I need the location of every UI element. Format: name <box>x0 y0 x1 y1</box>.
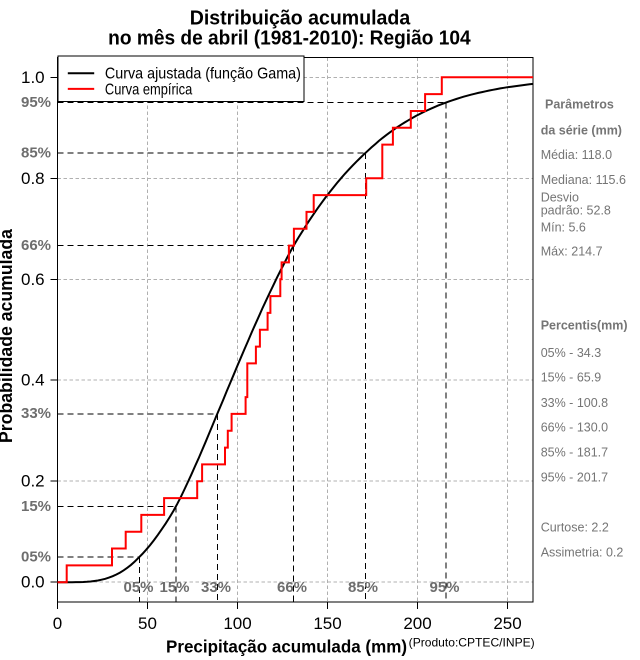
svg-text:66% - 130.0: 66% - 130.0 <box>541 421 608 435</box>
svg-text:15% - 65.9: 15% - 65.9 <box>541 371 602 385</box>
svg-text:Distribuição acumulada: Distribuição acumulada <box>190 8 411 30</box>
svg-text:150: 150 <box>313 614 341 633</box>
svg-text:0.2: 0.2 <box>21 472 45 491</box>
svg-text:(Produto:CPTEC/INPE): (Produto:CPTEC/INPE) <box>409 636 535 650</box>
svg-text:66%: 66% <box>21 237 51 254</box>
svg-text:no mês de abril (1981-2010): R: no mês de abril (1981-2010): Região 104 <box>108 28 471 50</box>
svg-text:0.4: 0.4 <box>21 371 45 390</box>
svg-text:15%: 15% <box>159 579 189 596</box>
svg-text:0.0: 0.0 <box>21 573 45 592</box>
svg-text:0.8: 0.8 <box>21 169 45 188</box>
svg-text:85% - 181.7: 85% - 181.7 <box>541 446 608 460</box>
svg-text:0: 0 <box>53 614 62 633</box>
svg-text:Curva empírica: Curva empírica <box>105 81 192 98</box>
svg-text:100: 100 <box>223 614 251 633</box>
svg-text:95% - 201.7: 95% - 201.7 <box>541 471 608 485</box>
svg-text:Precipitação acumulada (mm): Precipitação acumulada (mm) <box>166 637 407 657</box>
svg-text:Média: 118.0: Média: 118.0 <box>541 148 612 162</box>
svg-text:05%: 05% <box>123 579 153 596</box>
svg-text:200: 200 <box>403 614 431 633</box>
svg-text:Parâmetros: Parâmetros <box>545 98 614 112</box>
svg-text:33%: 33% <box>201 579 231 596</box>
svg-text:05% - 34.3: 05% - 34.3 <box>541 346 602 360</box>
svg-text:66%: 66% <box>277 579 307 596</box>
svg-text:50: 50 <box>138 614 157 633</box>
svg-text:Curva ajustada (função Gama): Curva ajustada (função Gama) <box>105 65 301 82</box>
svg-text:Probabilidade acumulada: Probabilidade acumulada <box>0 228 16 443</box>
svg-text:95%: 95% <box>21 94 51 111</box>
svg-text:15%: 15% <box>21 498 51 515</box>
svg-text:33% - 100.8: 33% - 100.8 <box>541 396 608 410</box>
svg-text:95%: 95% <box>429 579 459 596</box>
svg-text:33%: 33% <box>21 405 51 422</box>
svg-text:da série (mm): da série (mm) <box>541 123 622 137</box>
svg-text:Percentis(mm): Percentis(mm) <box>541 319 628 333</box>
svg-text:Máx: 214.7: Máx: 214.7 <box>541 245 603 259</box>
svg-text:padrão: 52.8: padrão: 52.8 <box>541 203 611 217</box>
svg-text:0.6: 0.6 <box>21 270 45 289</box>
svg-text:85%: 85% <box>348 579 378 596</box>
svg-text:05%: 05% <box>21 548 51 565</box>
svg-text:Curtose: 2.2: Curtose: 2.2 <box>541 520 609 534</box>
svg-text:250: 250 <box>493 614 521 633</box>
svg-text:Desvio: Desvio <box>541 190 579 204</box>
svg-text:85%: 85% <box>21 144 51 161</box>
svg-text:Mediana: 115.6: Mediana: 115.6 <box>541 173 626 187</box>
svg-text:Mín: 5.6: Mín: 5.6 <box>541 220 586 234</box>
svg-text:1.0: 1.0 <box>21 68 45 87</box>
svg-text:Assimetria: 0.2: Assimetria: 0.2 <box>541 546 624 560</box>
